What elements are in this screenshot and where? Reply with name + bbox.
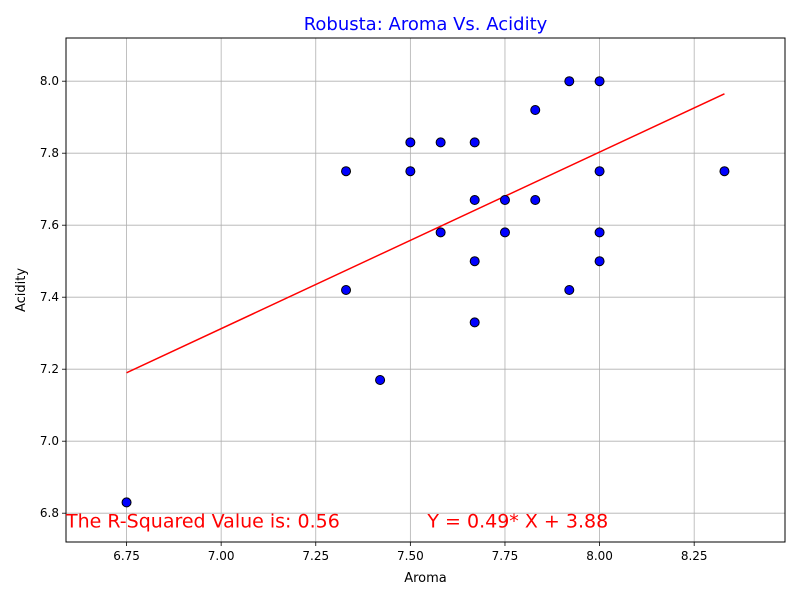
data-point — [469, 317, 480, 328]
x-tick-label: 6.75 — [113, 549, 140, 563]
x-tick-label: 7.00 — [208, 549, 235, 563]
x-axis-label: Aroma — [404, 571, 447, 586]
data-point — [564, 76, 575, 87]
regression-line — [126, 93, 725, 374]
x-tick-label: 7.50 — [397, 549, 424, 563]
y-tick-label: 6.8 — [40, 506, 59, 520]
annotations: The R-Squared Value is: 0.56 Y = 0.49* X … — [65, 511, 608, 533]
grid-lines — [66, 38, 785, 542]
data-point — [499, 227, 510, 238]
data-point — [469, 195, 480, 205]
x-tick-label: 8.25 — [681, 549, 708, 563]
regression-line-group — [126, 93, 725, 374]
data-point — [405, 166, 416, 177]
data-point — [405, 137, 416, 148]
y-tick-label: 7.4 — [40, 290, 59, 304]
data-point — [564, 285, 575, 295]
data-point — [594, 76, 605, 87]
data-point — [530, 195, 541, 205]
data-points — [121, 76, 730, 508]
x-tick-label: 7.75 — [492, 549, 519, 563]
y-axis-label: Acidity — [14, 268, 29, 312]
annotation-text: The R-Squared Value is: 0.56 — [65, 511, 340, 533]
y-axis-ticks: 6.8 7.0 7.2 7.4 7.6 7.8 8.0 — [40, 74, 66, 520]
data-point — [594, 256, 605, 267]
data-point — [435, 137, 446, 148]
data-point — [341, 166, 352, 177]
annotation-text: Y = 0.49* X + 3.88 — [426, 511, 608, 533]
x-tick-label: 7.25 — [302, 549, 329, 563]
data-point — [530, 105, 541, 115]
data-point — [375, 375, 386, 385]
data-point — [435, 227, 446, 238]
data-point — [499, 195, 510, 205]
data-point — [719, 166, 730, 177]
x-tick-label: 8.00 — [586, 549, 613, 563]
y-tick-label: 8.0 — [40, 74, 59, 88]
data-point — [341, 285, 352, 295]
y-tick-label: 7.8 — [40, 146, 59, 160]
data-point — [594, 166, 605, 177]
x-axis-ticks: 6.75 7.00 7.25 7.50 7.75 8.00 8.25 — [113, 542, 708, 563]
plot-frame — [65, 37, 786, 543]
y-tick-label: 7.0 — [40, 434, 59, 448]
y-tick-label: 7.6 — [40, 218, 59, 232]
chart-title: Robusta: Aroma Vs. Acidity — [304, 14, 548, 35]
plot-background — [66, 38, 785, 542]
data-point — [469, 256, 480, 267]
y-tick-label: 7.2 — [40, 362, 59, 376]
data-point — [469, 137, 480, 148]
data-point — [594, 227, 605, 238]
data-point — [121, 497, 132, 508]
